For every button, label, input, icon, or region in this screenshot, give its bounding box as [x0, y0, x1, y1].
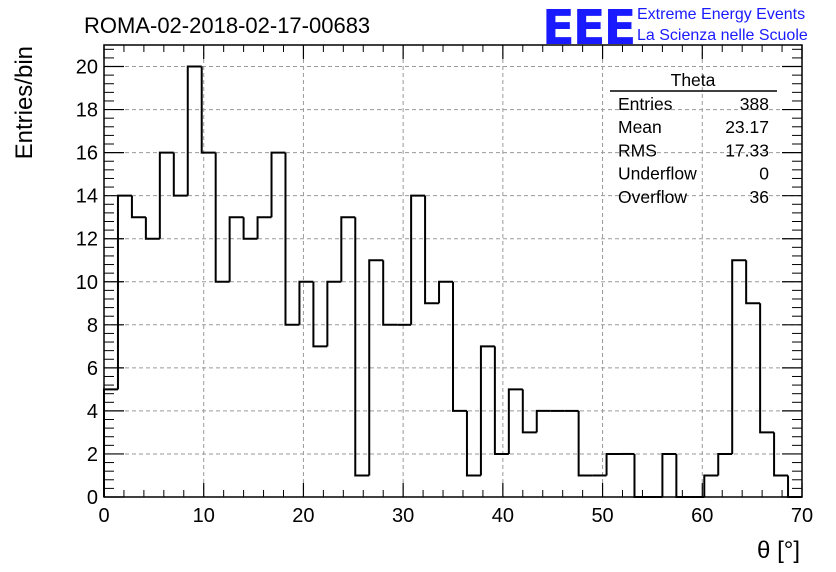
histogram-bin [172, 152, 188, 197]
x-axis-title: θ [°] [757, 537, 800, 564]
histogram-bin [158, 151, 174, 239]
histogram-bin [507, 388, 523, 454]
logo-line-1: Extreme Energy Events [637, 6, 805, 23]
stats-row-value: 388 [740, 94, 769, 114]
histogram-bin [256, 216, 272, 239]
y-tick-label: 12 [76, 229, 98, 251]
histogram-bin [493, 346, 509, 455]
stats-rows: Entries 388 Mean 23.17 RMS 17.33 Underflow 0 Ove… [618, 94, 769, 207]
stats-box: Theta Entries 388 Mean 23.17 RMS 17.33 Underfl… [610, 70, 777, 207]
histogram-bin [773, 432, 789, 477]
histogram-bin [410, 194, 426, 325]
stats-row-label: Overflow [618, 187, 687, 207]
histogram-bin [452, 281, 467, 412]
histogram-bin [605, 452, 621, 476]
axis-ticks [103, 45, 803, 498]
histogram-bin [116, 194, 132, 390]
y-tick-label: 2 [87, 444, 98, 466]
eee-logo: EEE Extreme Energy Events La Scienza nel… [542, 0, 808, 56]
histogram-bin [103, 388, 118, 497]
histogram-bin [703, 474, 719, 497]
histogram-bin [661, 452, 677, 497]
x-tick-label: 0 [98, 505, 109, 527]
x-tick-label: 70 [791, 505, 813, 527]
histogram-bin [479, 345, 495, 476]
histogram-bin [354, 217, 370, 477]
stats-title: Theta [671, 70, 716, 90]
histogram-bin [186, 65, 202, 196]
histogram-bin [144, 217, 160, 240]
x-tick-label: 10 [193, 505, 215, 527]
y-tick-label: 8 [87, 315, 98, 337]
histogram-bin [633, 453, 649, 498]
logo-line-2: La Scienza nelle Scuole [637, 27, 808, 44]
x-tick-label: 20 [292, 505, 314, 527]
histogram-bin [535, 409, 551, 433]
y-tick-label: 14 [76, 186, 98, 208]
stats-row-value: 23.17 [725, 117, 769, 137]
stats-row-value: 17.33 [725, 140, 769, 160]
chart-title: ROMA-02-2018-02-17-00683 [84, 13, 370, 38]
histogram-bin [675, 453, 691, 498]
histogram-bin [214, 152, 230, 283]
histogram-bin [242, 217, 258, 240]
histogram-bin [521, 389, 537, 434]
histogram-bin [200, 66, 216, 154]
y-tick-labels: 0 2 4 6 8 10 12 14 16 18 20 [76, 57, 98, 509]
histogram-bin [438, 280, 453, 304]
y-tick-label: 10 [76, 272, 98, 294]
y-tick-label: 16 [76, 143, 98, 165]
stats-row-value: 36 [750, 187, 769, 207]
x-tick-label: 60 [691, 505, 713, 527]
stats-row-label: Mean [618, 117, 662, 137]
histogram-bin [298, 280, 314, 325]
y-tick-label: 4 [87, 401, 98, 423]
y-tick-label: 20 [76, 57, 98, 79]
plot-frame [103, 44, 803, 498]
histogram-bin [228, 216, 244, 282]
x-tick-label: 30 [392, 505, 414, 527]
logo-mark: EEE [542, 0, 634, 56]
histogram-bin [270, 151, 286, 218]
histogram-bin [312, 281, 328, 348]
histogram-bin [340, 216, 356, 282]
x-tick-label: 50 [591, 505, 613, 527]
histogram-bin [130, 195, 146, 219]
histogram-bin [745, 260, 761, 305]
histogram-bin [424, 195, 440, 305]
y-tick-label: 6 [87, 358, 98, 380]
grid-lines [104, 45, 802, 497]
histogram-bin [382, 260, 398, 326]
stats-row-label: Underflow [618, 164, 697, 184]
histogram-bin [326, 280, 342, 347]
y-axis-title: Entries/bin [11, 46, 38, 159]
histogram-bin [368, 259, 384, 476]
histogram-bin [731, 259, 747, 454]
histogram-series [103, 65, 802, 498]
histogram-bin [759, 303, 775, 434]
x-tick-labels: 0 10 20 30 40 50 60 70 [98, 505, 813, 527]
stats-row-label: Entries [618, 94, 673, 114]
y-tick-label: 0 [87, 487, 98, 509]
x-tick-label: 40 [492, 505, 514, 527]
histogram-bin [787, 475, 802, 498]
stats-row-label: RMS [618, 140, 657, 160]
histogram-bin [284, 152, 300, 326]
histogram-bin [465, 410, 481, 477]
histogram-bin [577, 410, 593, 477]
y-tick-label: 18 [76, 100, 98, 122]
histogram-bin [717, 452, 733, 476]
stats-row-value: 0 [759, 164, 769, 184]
